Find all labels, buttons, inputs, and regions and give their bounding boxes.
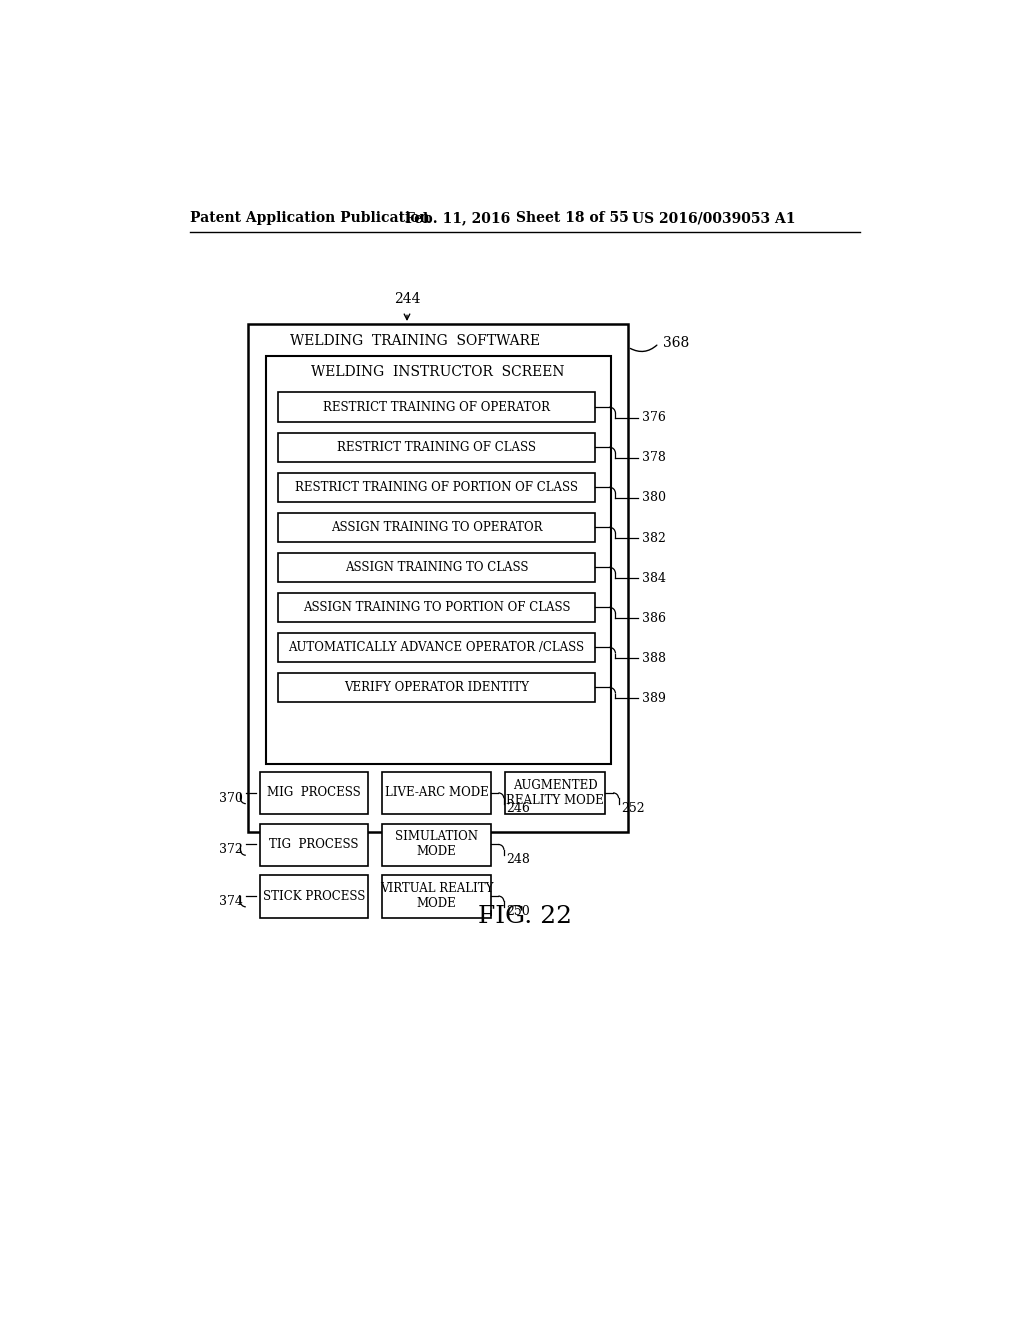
Text: ASSIGN TRAINING TO CLASS: ASSIGN TRAINING TO CLASS [345,561,528,574]
Bar [278,593,595,622]
Bar [278,473,595,502]
Text: RESTRICT TRAINING OF CLASS: RESTRICT TRAINING OF CLASS [337,441,536,454]
Text: VERIFY OPERATOR IDENTITY: VERIFY OPERATOR IDENTITY [344,681,529,694]
Text: 376: 376 [642,412,666,425]
Text: RESTRICT TRAINING OF OPERATOR: RESTRICT TRAINING OF OPERATOR [323,400,550,413]
Text: ASSIGN TRAINING TO OPERATOR: ASSIGN TRAINING TO OPERATOR [331,520,542,533]
Text: 370: 370 [219,792,244,805]
Text: Sheet 18 of 55: Sheet 18 of 55 [515,211,629,226]
Text: STICK PROCESS: STICK PROCESS [263,890,366,903]
Text: AUTOMATICALLY ADVANCE OPERATOR /CLASS: AUTOMATICALLY ADVANCE OPERATOR /CLASS [289,640,585,653]
Text: 372: 372 [219,843,244,857]
Bar [248,323,628,832]
Bar [505,772,605,814]
Bar [278,553,595,582]
Bar [278,512,595,541]
Bar [278,392,595,422]
Text: WELDING  INSTRUCTOR  SCREEN: WELDING INSTRUCTOR SCREEN [311,364,565,379]
Text: 248: 248 [506,853,530,866]
Bar [260,875,369,917]
Text: SIMULATION
MODE: SIMULATION MODE [395,830,478,858]
Text: 386: 386 [642,611,666,624]
Text: 252: 252 [621,801,644,814]
Text: 244: 244 [394,292,420,306]
Bar [382,875,490,917]
Bar [278,433,595,462]
Text: Patent Application Publication: Patent Application Publication [190,211,430,226]
Text: AUGMENTED
REALITY MODE: AUGMENTED REALITY MODE [506,779,604,807]
Text: TIG  PROCESS: TIG PROCESS [269,838,358,851]
Text: US 2016/0039053 A1: US 2016/0039053 A1 [632,211,796,226]
Text: ASSIGN TRAINING TO PORTION OF CLASS: ASSIGN TRAINING TO PORTION OF CLASS [303,601,570,614]
Text: 378: 378 [642,451,666,465]
Text: RESTRICT TRAINING OF PORTION OF CLASS: RESTRICT TRAINING OF PORTION OF CLASS [295,480,578,494]
Bar [266,356,611,764]
Bar [382,824,490,866]
Bar [260,824,369,866]
Text: WELDING  TRAINING  SOFTWARE: WELDING TRAINING SOFTWARE [290,334,540,348]
Text: LIVE-ARC MODE: LIVE-ARC MODE [385,787,488,800]
Text: 388: 388 [642,652,666,665]
Text: FIG. 22: FIG. 22 [478,906,571,928]
Text: 368: 368 [663,337,689,350]
Text: VIRTUAL REALITY
MODE: VIRTUAL REALITY MODE [380,882,494,909]
Bar [278,632,595,663]
Bar [382,772,490,814]
Text: 250: 250 [506,906,530,917]
Text: 382: 382 [642,532,666,545]
Text: Feb. 11, 2016: Feb. 11, 2016 [406,211,511,226]
Text: 380: 380 [642,491,666,504]
Bar [260,772,369,814]
Text: MIG  PROCESS: MIG PROCESS [267,787,360,800]
Text: 384: 384 [642,572,666,585]
Text: 389: 389 [642,692,666,705]
Bar [278,673,595,702]
Text: 246: 246 [506,801,530,814]
Text: 374: 374 [219,895,244,908]
